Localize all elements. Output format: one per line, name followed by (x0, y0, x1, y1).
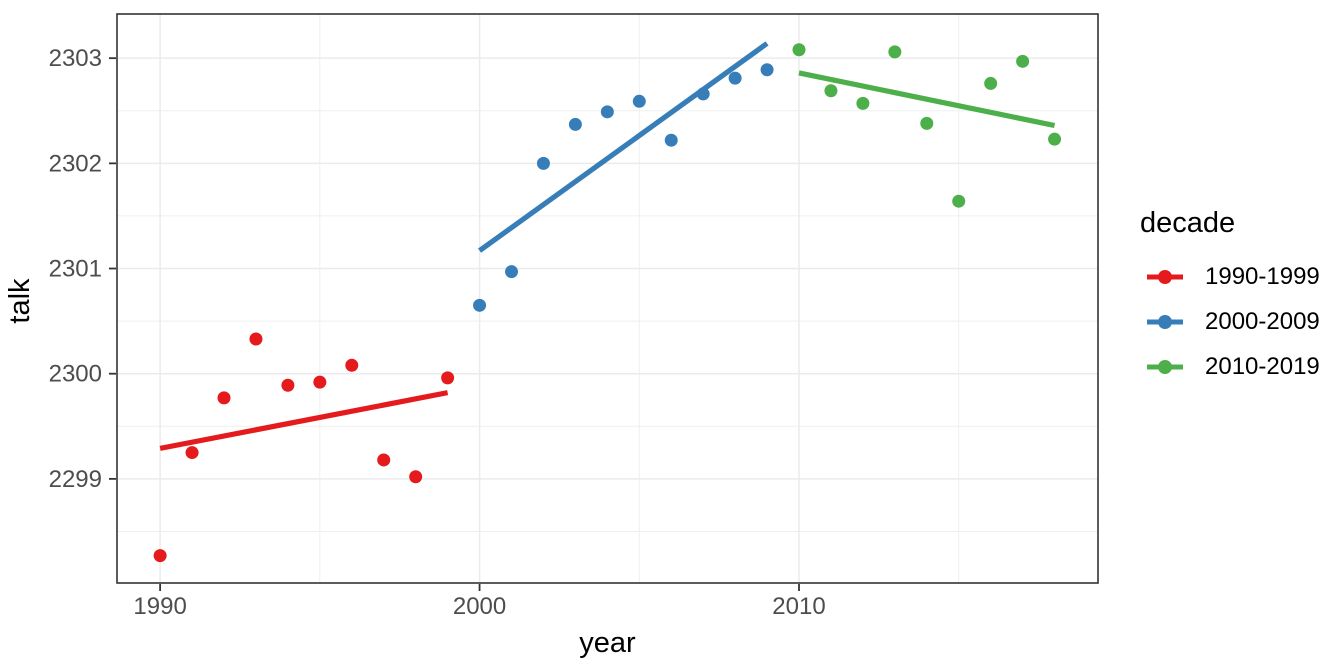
data-point (217, 391, 231, 405)
data-point (473, 298, 487, 312)
data-point (984, 76, 998, 90)
data-point (377, 453, 391, 467)
data-point (505, 265, 519, 279)
data-point (600, 105, 614, 119)
y-tick-label: 2302 (49, 150, 102, 177)
legend-label-1990-1999: 1990-1999 (1205, 262, 1320, 290)
data-point (792, 43, 806, 57)
data-point (664, 133, 678, 147)
data-point (760, 63, 774, 77)
trend-line (478, 41, 769, 253)
legend-label-2000-2009: 2000-2009 (1205, 307, 1320, 335)
x-tick-label: 1990 (133, 593, 186, 620)
legend-key-point (1158, 269, 1172, 284)
trend-line (159, 390, 449, 451)
legend-key-line-point-icon (1147, 269, 1183, 284)
data-point (728, 71, 742, 85)
data-point (824, 84, 838, 98)
legend-key-line-point-icon (1147, 359, 1183, 374)
data-point (920, 116, 934, 130)
legend-key-point (1158, 359, 1172, 374)
panel-border (116, 13, 1099, 584)
data-point (281, 378, 295, 392)
y-tick-label: 2301 (49, 256, 102, 283)
data-point (1016, 54, 1030, 68)
data-point (568, 117, 582, 131)
legend-key-line-point-icon (1147, 314, 1183, 329)
y-tick-label: 2300 (49, 361, 102, 388)
data-point (185, 446, 199, 460)
data-point (313, 375, 327, 389)
data-point (856, 96, 870, 110)
data-point (888, 45, 902, 59)
data-point (952, 194, 966, 208)
panel-background (117, 14, 1098, 583)
data-point (409, 470, 423, 484)
y-tick-label: 2303 (49, 45, 102, 72)
data-point (441, 371, 455, 385)
legend: decade 1990-1999 2000-2009 2010-2019 (1140, 206, 1344, 389)
x-tick-label: 2000 (453, 593, 506, 620)
legend-label-2010-2019: 2010-2019 (1205, 352, 1320, 380)
x-tick-label: 2010 (772, 593, 825, 620)
legend-key-point (1158, 314, 1172, 329)
data-point (1048, 132, 1062, 146)
legend-item-2000-2009: 2000-2009 (1140, 299, 1344, 344)
legend-title: decade (1140, 207, 1236, 239)
data-point (345, 358, 359, 372)
legend-item-1990-1999: 1990-1999 (1140, 254, 1344, 299)
trend-line (798, 70, 1056, 129)
data-point (536, 156, 550, 170)
x-axis-title: year (579, 627, 636, 659)
y-axis-title: talk (4, 278, 36, 324)
data-point (249, 332, 263, 346)
legend-item-2010-2019: 2010-2019 (1140, 344, 1344, 389)
data-point (632, 94, 646, 108)
data-point (153, 549, 167, 563)
y-tick-label: 2299 (49, 466, 102, 493)
